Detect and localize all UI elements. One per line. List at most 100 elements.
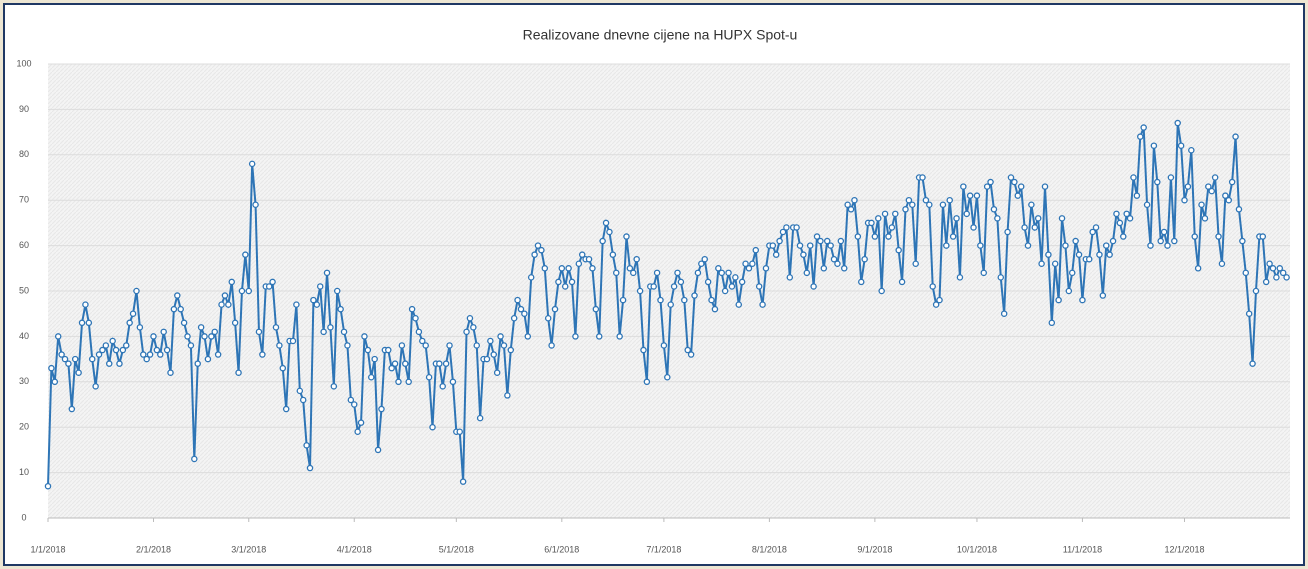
point (1034, 215, 1042, 222)
point (1085, 255, 1093, 263)
point (1276, 265, 1284, 272)
point (429, 423, 436, 431)
point (892, 210, 899, 218)
point (626, 265, 634, 272)
point (1283, 274, 1290, 281)
point (721, 287, 729, 295)
point (544, 314, 552, 322)
y-tick-label: 10 (19, 467, 29, 477)
point (1120, 233, 1127, 240)
point (1235, 206, 1243, 213)
point (177, 305, 184, 313)
point (1075, 251, 1083, 258)
point (691, 292, 698, 299)
point (578, 251, 586, 258)
point (878, 287, 885, 295)
point (126, 319, 133, 327)
point (282, 405, 290, 413)
point (1177, 142, 1185, 149)
point (783, 224, 790, 231)
point (197, 324, 205, 331)
point (109, 337, 116, 345)
point (606, 228, 613, 236)
point (1259, 233, 1267, 240)
point (1218, 260, 1226, 268)
point (1099, 292, 1107, 299)
point (521, 310, 528, 317)
point (1194, 265, 1202, 272)
point (1184, 183, 1192, 190)
point (354, 428, 361, 435)
point (1130, 174, 1137, 181)
point (806, 242, 814, 249)
point (214, 351, 222, 358)
point (524, 333, 532, 340)
point (123, 342, 130, 349)
point (817, 237, 824, 245)
point (527, 274, 535, 281)
point (1000, 310, 1008, 317)
point (711, 305, 719, 313)
point (875, 215, 882, 222)
point (476, 414, 484, 422)
point (68, 405, 76, 413)
point (470, 324, 477, 331)
y-tick-label: 80 (19, 149, 29, 159)
point (436, 360, 443, 367)
point (919, 174, 926, 181)
point (735, 301, 743, 308)
y-tick-label: 40 (19, 331, 29, 341)
point (1048, 319, 1056, 327)
point (987, 178, 994, 186)
point (517, 305, 525, 313)
x-tick-label: 8/1/2018 (752, 544, 787, 554)
point (1065, 287, 1073, 295)
point (868, 219, 875, 227)
point (1031, 224, 1039, 231)
point (572, 333, 579, 340)
point (1096, 251, 1103, 258)
point (187, 342, 195, 349)
point (755, 283, 763, 290)
point (1072, 237, 1079, 245)
point (1051, 260, 1059, 268)
point (150, 333, 157, 340)
y-tick-label: 20 (19, 422, 29, 432)
point (745, 265, 753, 272)
point (732, 274, 739, 281)
point (1157, 237, 1164, 245)
point (1211, 174, 1219, 181)
point (1191, 233, 1198, 240)
point (313, 301, 321, 308)
point (820, 265, 828, 272)
point (698, 260, 705, 268)
x-tick-label: 1/1/2018 (30, 544, 65, 554)
point (136, 324, 144, 331)
point (82, 301, 89, 308)
point (1252, 287, 1260, 295)
point (204, 355, 212, 363)
point (1266, 260, 1273, 268)
point (412, 314, 419, 322)
point (963, 210, 970, 218)
point (419, 337, 426, 345)
point (1103, 242, 1110, 249)
point (446, 342, 453, 349)
x-tick-label: 10/1/2018 (957, 544, 997, 554)
point (289, 337, 297, 345)
point (456, 428, 463, 435)
point (157, 351, 164, 358)
point (973, 192, 981, 199)
point (245, 287, 253, 295)
point (344, 342, 351, 349)
point (949, 233, 957, 240)
point (1222, 192, 1229, 199)
point (708, 296, 715, 304)
point (75, 369, 82, 376)
point (813, 233, 821, 240)
point (830, 255, 838, 263)
point (779, 228, 787, 236)
point (704, 278, 712, 286)
point (619, 296, 627, 304)
point (650, 283, 657, 290)
